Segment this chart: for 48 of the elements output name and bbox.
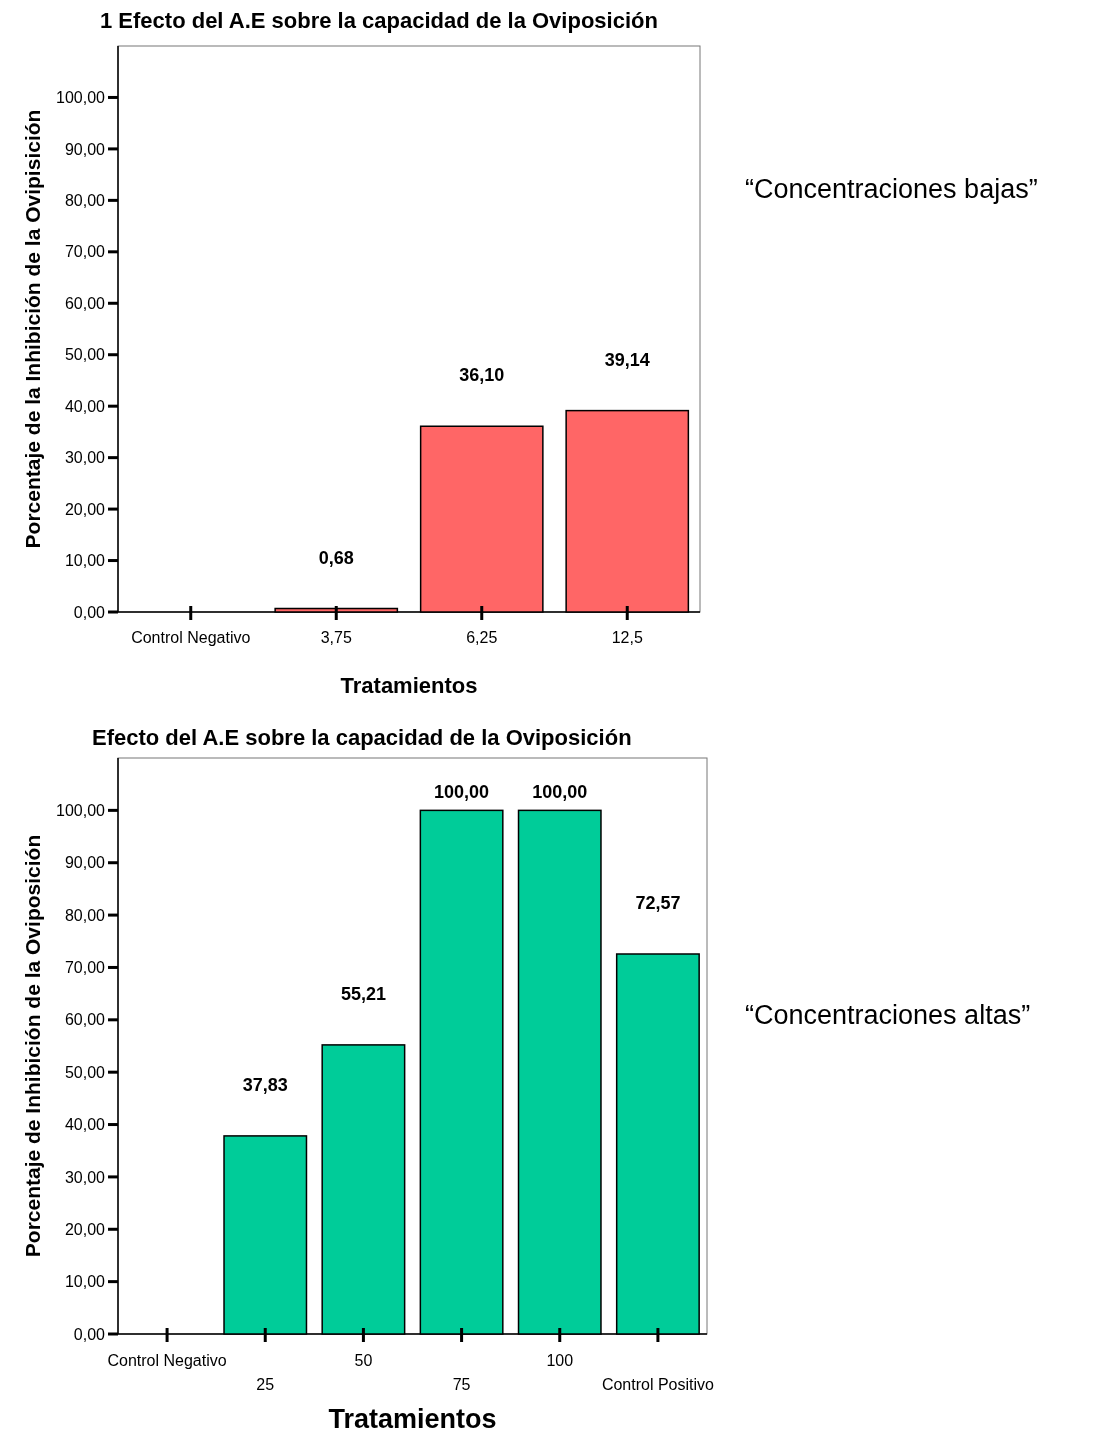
- y-tick-label: 80,00: [64, 191, 106, 209]
- y-tick-label: 70,00: [64, 243, 106, 261]
- y-tick-label: 40,00: [64, 1116, 106, 1134]
- x-tick-label: Control Negativo: [131, 629, 251, 646]
- y-tick-label: 0,00: [73, 603, 106, 621]
- x-tick-label: 12,5: [611, 629, 643, 646]
- y-tick-label: 90,00: [64, 854, 106, 872]
- y-tick-label: 30,00: [64, 1168, 106, 1186]
- y-tick-label: 10,00: [64, 552, 106, 570]
- y-tick-label: 60,00: [64, 294, 106, 312]
- data-label: 39,14: [604, 349, 650, 370]
- x-axis-title: Tratamientos: [340, 673, 478, 698]
- data-label: 100,00: [532, 782, 588, 803]
- y-tick-label: 0,00: [73, 1325, 106, 1343]
- x-tick-label: 100: [546, 1352, 574, 1369]
- y-tick-label: 70,00: [64, 959, 106, 977]
- y-tick-label: 20,00: [64, 1220, 106, 1238]
- y-tick-label: 60,00: [64, 1011, 106, 1029]
- data-label: 36,10: [459, 365, 505, 386]
- x-tick-label: 75: [452, 1376, 471, 1393]
- x-tick-label: 6,25: [466, 629, 498, 646]
- y-tick-label: 10,00: [64, 1273, 106, 1291]
- text: “Concentraciones altas”: [745, 1000, 1031, 1030]
- x-tick-label: 3,75: [320, 629, 352, 646]
- y-axis-title: Porcentaje de Inhibición de la Oviposición: [21, 834, 44, 1258]
- x-tick-label: 25: [256, 1376, 275, 1393]
- y-tick-label: 50,00: [64, 346, 106, 364]
- chart-title: 1 Efecto del A.E sobre la capacidad de la Oviposición: [100, 8, 658, 33]
- data-label: 72,57: [635, 893, 681, 913]
- data-label: 37,83: [242, 1074, 288, 1095]
- y-tick-label: 40,00: [64, 397, 106, 415]
- chart-title: Efecto del A.E sobre la capacidad de la Oviposición: [92, 725, 632, 750]
- data-label: 55,21: [340, 983, 386, 1004]
- y-axis-title: Porcentaje de la Inhibición de la Ovipisición: [21, 109, 44, 549]
- x-tick-label: Control Positivo: [601, 1376, 715, 1393]
- y-tick-label: 50,00: [64, 1063, 106, 1081]
- y-tick-label: 100,00: [56, 801, 106, 819]
- y-tick-label: 90,00: [64, 140, 106, 158]
- x-tick-label: 50: [354, 1352, 373, 1369]
- text: “Concentraciones bajas”: [745, 174, 1038, 204]
- x-axis-title: Tratamientos: [328, 1404, 497, 1434]
- y-tick-label: 100,00: [56, 89, 106, 107]
- data-label: 0,68: [318, 547, 354, 568]
- y-tick-label: 20,00: [64, 500, 106, 518]
- y-tick-label: 80,00: [64, 906, 106, 924]
- x-tick-label: Control Negativo: [107, 1352, 227, 1369]
- y-tick-label: 30,00: [64, 449, 106, 467]
- data-label: 100,00: [434, 782, 490, 803]
